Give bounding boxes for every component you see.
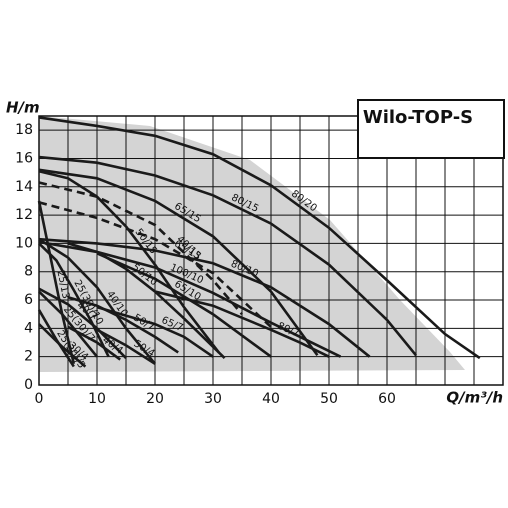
pump-curve xyxy=(38,155,418,357)
y-tick-label: 18 xyxy=(15,122,33,138)
x-tick-label: 30 xyxy=(204,391,222,407)
pump-curve xyxy=(37,200,76,365)
pump-curve xyxy=(38,116,481,360)
y-axis-label: H/m xyxy=(6,99,40,117)
pump-curve xyxy=(96,305,214,358)
chart-title: Wilo-TOP-S xyxy=(363,107,473,128)
pump-curve xyxy=(38,238,157,365)
pump-curve xyxy=(38,237,371,358)
pump-curve xyxy=(67,242,226,360)
pump-curve xyxy=(96,252,272,358)
y-tick-label: 0 xyxy=(24,377,33,393)
x-tick-label: 10 xyxy=(88,391,106,407)
x-tick-label: 40 xyxy=(262,391,280,407)
pump-curve xyxy=(67,295,179,354)
pump-curve xyxy=(38,181,243,316)
x-axis-label: Q/m³/h xyxy=(446,389,503,407)
pump-curve xyxy=(38,287,127,360)
y-tick-label: 6 xyxy=(24,292,33,308)
pump-curve xyxy=(38,169,220,354)
y-tick-label: 10 xyxy=(15,235,33,251)
x-tick-label: 60 xyxy=(378,391,396,407)
pump-curve xyxy=(96,328,156,365)
y-tick-label: 4 xyxy=(24,320,33,336)
x-tick-label: 0 xyxy=(35,391,44,407)
x-tick-label: 20 xyxy=(146,391,164,407)
pump-curve xyxy=(38,201,272,328)
pump-curve xyxy=(38,290,99,358)
title-box xyxy=(357,99,505,159)
y-tick-label: 14 xyxy=(15,179,33,195)
grid: 0 10 20 30 40 50 60 0 2 4 6 8 10 12 14 16 18 xyxy=(15,115,504,407)
y-tick-label: 8 xyxy=(24,264,33,280)
x-tick-label: 50 xyxy=(320,391,338,407)
plot-frame xyxy=(38,115,504,386)
y-tick-label: 16 xyxy=(15,150,33,166)
pump-curve xyxy=(37,309,75,368)
y-tick-label: 2 xyxy=(24,349,33,365)
pump-curve xyxy=(38,168,319,357)
y-tick-label: 12 xyxy=(15,207,33,223)
